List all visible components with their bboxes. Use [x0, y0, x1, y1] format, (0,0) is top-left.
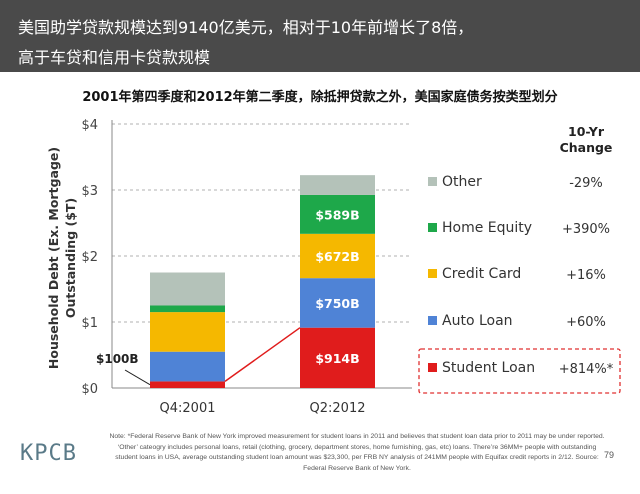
- bar-segment-auto-loan: [300, 278, 375, 328]
- data-label-callout: $100B: [96, 352, 139, 366]
- bar-segment-auto-loan: [150, 351, 225, 382]
- kpcb-logo: KPCB: [20, 441, 77, 466]
- bar-segment-home-equity: [150, 305, 225, 313]
- footnote: Note: *Federal Reserve Bank of New York …: [109, 433, 605, 472]
- change-value-auto-loan: +60%: [566, 315, 606, 330]
- bar-segment-other: [300, 175, 375, 195]
- x-tick-label: Q2:2012: [310, 401, 366, 416]
- bar-segment-other: [150, 272, 225, 306]
- bar-segment-credit-card: [150, 312, 225, 352]
- data-label: $914B: [315, 351, 359, 366]
- data-label: $750B: [315, 296, 359, 311]
- legend-label-home-equity: Home Equity: [442, 220, 532, 236]
- x-tick-label: Q4:2001: [160, 401, 216, 416]
- legend-swatch-student-loan: [428, 363, 437, 372]
- student-loan-highlight-box: [418, 348, 621, 394]
- change-value-home-equity: +390%: [562, 222, 610, 237]
- change-value-other: -29%: [569, 176, 603, 191]
- bar-segment-student-loan: [150, 381, 225, 388]
- headline-line-2: 高于车贷和信用卡贷款规模: [18, 48, 211, 67]
- header-banner: 美国助学贷款规模达到9140亿美元，相对于10年前增长了8倍， 高于车贷和信用卡…: [0, 0, 640, 72]
- legend-swatch-home-equity: [428, 223, 437, 232]
- change-header: 10-Yr: [568, 124, 605, 139]
- y-tick-label: $4: [81, 118, 98, 133]
- change-value-credit-card: +16%: [566, 268, 606, 283]
- data-label: $589B: [315, 207, 359, 222]
- legend-swatch-other: [428, 177, 437, 186]
- legend-swatch-auto-loan: [428, 316, 437, 325]
- callout-arrow: [124, 369, 151, 386]
- legend-label-auto-loan: Auto Loan: [442, 313, 513, 329]
- page-number: 79: [604, 450, 615, 460]
- y-axis-label-line-2: Outstanding ($T): [63, 198, 78, 318]
- y-axis-label: Household Debt (Ex. Mortgage): [46, 147, 61, 369]
- change-header-line-2: Change: [560, 140, 613, 155]
- data-label: $672B: [315, 249, 359, 264]
- bar-segment-student-loan: [300, 327, 375, 388]
- y-tick-label: $1: [81, 316, 98, 331]
- legend-label-other: Other: [442, 174, 482, 190]
- growth-connector-line: [224, 327, 301, 383]
- y-tick-label: $3: [81, 184, 98, 199]
- headline-line-1: 美国助学贷款规模达到9140亿美元，相对于10年前增长了8倍，: [18, 18, 474, 37]
- bar-segment-home-equity: [300, 194, 375, 234]
- y-tick-label: $2: [81, 250, 98, 265]
- y-tick-label: $0: [81, 382, 98, 397]
- legend-label-student-loan: Student Loan: [442, 360, 535, 376]
- legend-label-credit-card: Credit Card: [442, 266, 521, 282]
- bar-segment-credit-card: [300, 233, 375, 279]
- chart-subtitle: 2001年第四季度和2012年第二季度，除抵押贷款之外，美国家庭债务按类型划分: [82, 90, 558, 105]
- change-value-student-loan: +814%*: [559, 362, 614, 377]
- legend-swatch-credit-card: [428, 269, 437, 278]
